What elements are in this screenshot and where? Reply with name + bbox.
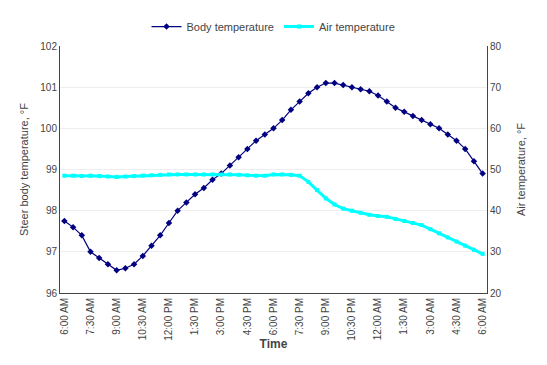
svg-text:Body temperature: Body temperature — [187, 21, 274, 33]
svg-text:Air temperature, °F: Air temperature, °F — [515, 123, 527, 216]
svg-text:40: 40 — [490, 205, 502, 216]
svg-text:1:30 AM: 1:30 AM — [398, 298, 409, 335]
svg-text:6:00 PM: 6:00 PM — [268, 298, 279, 335]
svg-text:50: 50 — [490, 164, 502, 175]
svg-text:12:00 AM: 12:00 AM — [372, 298, 383, 340]
svg-text:70: 70 — [490, 82, 502, 93]
svg-text:60: 60 — [490, 123, 502, 134]
svg-text:4:30 PM: 4:30 PM — [242, 298, 253, 335]
svg-text:102: 102 — [40, 41, 57, 52]
svg-text:6:00 AM: 6:00 AM — [477, 298, 488, 335]
svg-text:80: 80 — [490, 41, 502, 52]
svg-text:100: 100 — [40, 123, 57, 134]
svg-text:98: 98 — [46, 205, 58, 216]
svg-text:Air temperature: Air temperature — [319, 21, 395, 33]
svg-text:1:30 PM: 1:30 PM — [189, 298, 200, 335]
svg-text:10:30 PM: 10:30 PM — [346, 298, 357, 341]
svg-text:20: 20 — [490, 288, 502, 299]
svg-text:7:30 AM: 7:30 AM — [85, 298, 96, 335]
svg-text:7:30 PM: 7:30 PM — [294, 298, 305, 335]
svg-text:4:30 AM: 4:30 AM — [451, 298, 462, 335]
svg-text:Steer body temperature, °F: Steer body temperature, °F — [18, 103, 30, 236]
svg-text:3:00 PM: 3:00 PM — [215, 298, 226, 335]
svg-text:99: 99 — [46, 164, 58, 175]
svg-text:9:00 AM: 9:00 AM — [111, 298, 122, 335]
svg-text:12:00 PM: 12:00 PM — [163, 298, 174, 341]
svg-text:30: 30 — [490, 246, 502, 257]
svg-text:6:00 AM: 6:00 AM — [59, 298, 70, 335]
svg-text:10:30 AM: 10:30 AM — [137, 298, 148, 340]
svg-text:96: 96 — [46, 288, 58, 299]
svg-text:101: 101 — [40, 82, 57, 93]
svg-text:Time: Time — [260, 337, 288, 351]
svg-text:9:00 PM: 9:00 PM — [320, 298, 331, 335]
svg-text:97: 97 — [46, 246, 58, 257]
svg-text:3:00 AM: 3:00 AM — [425, 298, 436, 335]
